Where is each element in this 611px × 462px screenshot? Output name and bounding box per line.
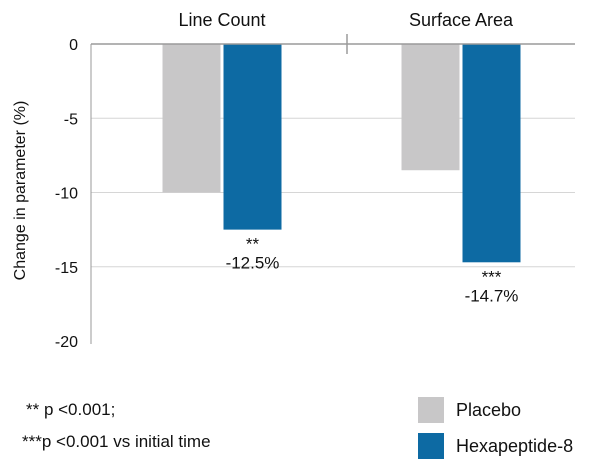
- data-label: -12.5%: [226, 254, 280, 273]
- legend-item-hexapeptide: Hexapeptide-8: [418, 433, 573, 459]
- y-tick-label: 0: [69, 37, 78, 54]
- legend-item-placebo: Placebo: [418, 397, 521, 423]
- bar-placebo-line-count: [162, 44, 221, 193]
- legend-label-hexapeptide: Hexapeptide-8: [456, 435, 574, 456]
- bar-chart: 0 -5 -10 -15 -20 **-12.5% ***-14.7% Line Count S…: [12, 10, 575, 351]
- footnote-double-star: ** p <0.001;: [26, 400, 116, 419]
- bar-placebo-surface-area: [401, 44, 460, 171]
- category-label: Line Count: [178, 10, 265, 30]
- data-label: **: [246, 235, 260, 254]
- bars: [162, 44, 521, 263]
- legend-swatch-hexapeptide: [418, 433, 444, 459]
- data-label: ***: [482, 267, 502, 286]
- axes: [90, 34, 575, 344]
- y-tick-label: -15: [55, 260, 78, 277]
- labels: 0 -5 -10 -15 -20 **-12.5% ***-14.7% Line Count S…: [12, 10, 518, 351]
- data-label: -14.7%: [465, 286, 519, 305]
- bar-hexapeptide-line-count: [223, 44, 282, 230]
- legend-label-placebo: Placebo: [456, 399, 522, 420]
- y-tick-label: -5: [64, 111, 78, 128]
- legend-swatch-placebo: [418, 397, 444, 423]
- category-label: Surface Area: [409, 10, 514, 30]
- y-axis-label: Change in parameter (%): [12, 101, 29, 281]
- footnote-triple-star: ***p <0.001 vs initial time: [22, 432, 211, 451]
- bar-hexapeptide-surface-area: [462, 44, 521, 263]
- y-tick-label: -20: [55, 334, 78, 351]
- y-tick-label: -10: [55, 186, 78, 203]
